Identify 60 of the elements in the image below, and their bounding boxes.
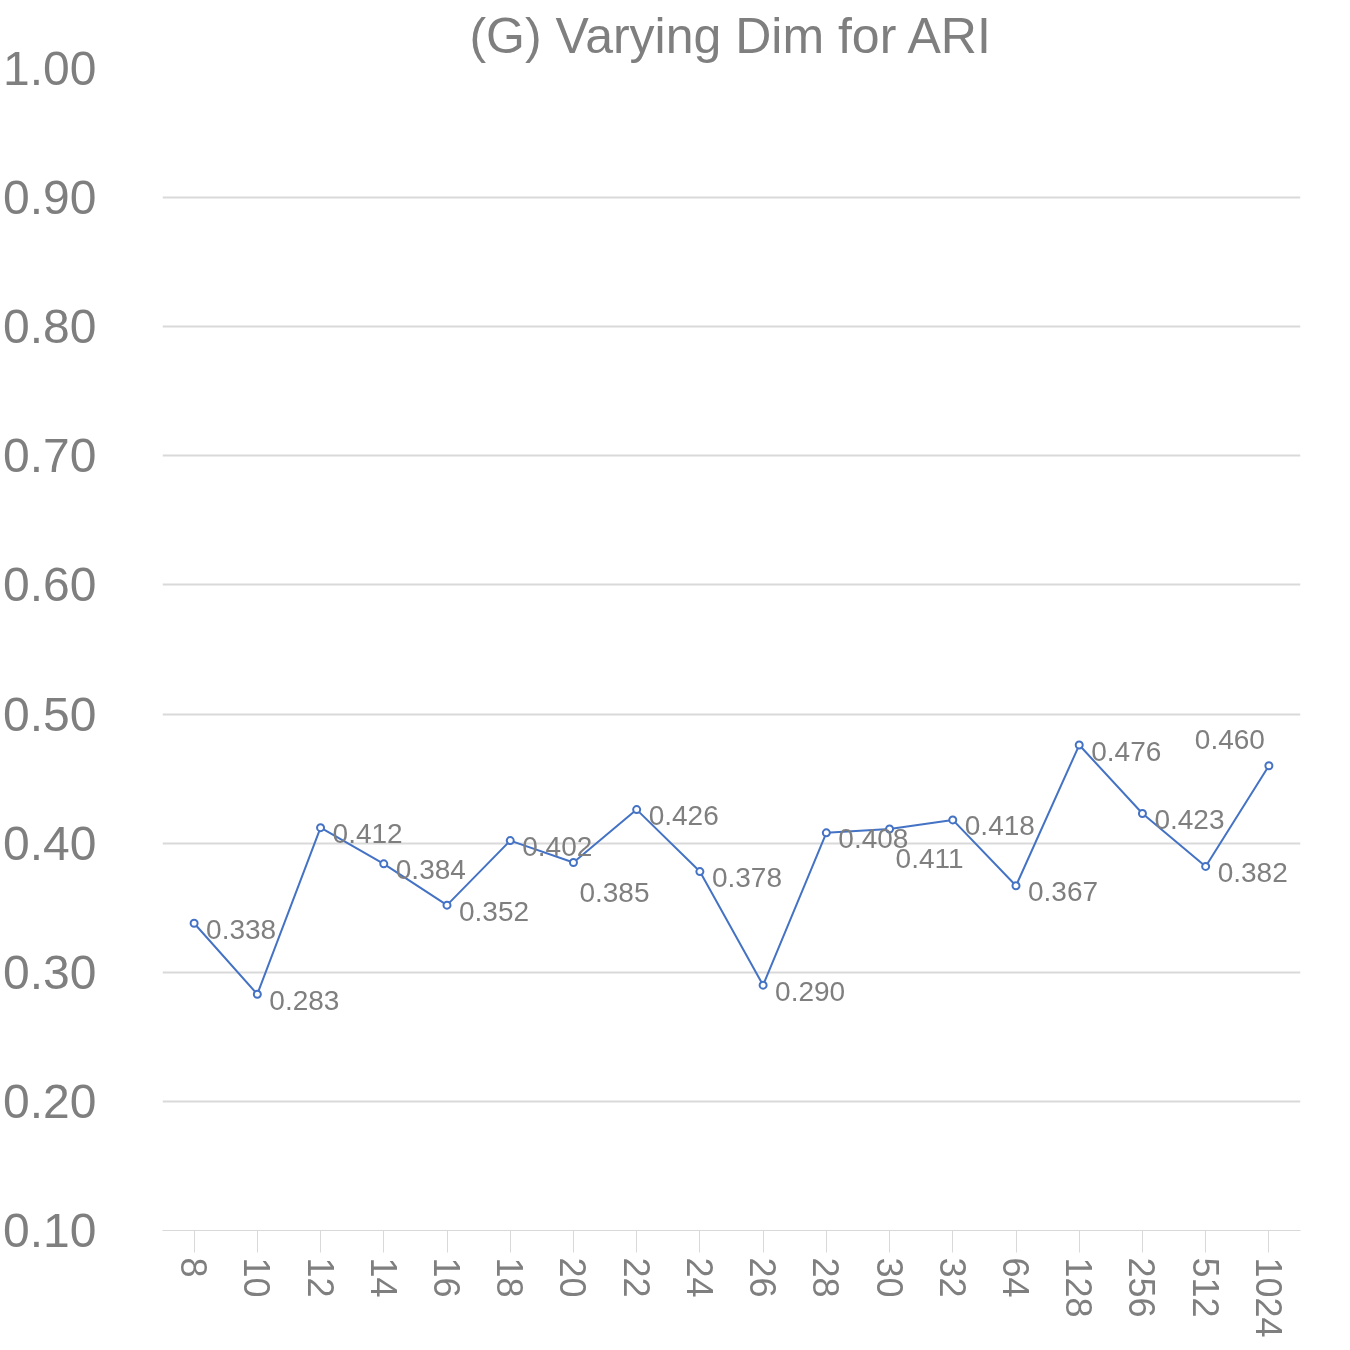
point xyxy=(695,867,705,877)
data-label: 0.338 xyxy=(206,913,277,945)
x-tick-label: 32 xyxy=(931,1257,973,1298)
point xyxy=(1011,881,1021,891)
data-label: 0.460 xyxy=(1194,724,1265,756)
y-tick-label: 1.00 xyxy=(3,42,97,95)
point xyxy=(1201,861,1211,871)
point xyxy=(316,823,326,833)
point xyxy=(948,815,958,825)
x-tick-label: 20 xyxy=(552,1257,594,1298)
point xyxy=(1137,808,1147,818)
x-tick-label: 1024 xyxy=(1247,1257,1289,1338)
data-label: 0.423 xyxy=(1154,803,1225,835)
x-tick-label: 30 xyxy=(868,1257,910,1298)
data-label: 0.378 xyxy=(711,862,782,894)
point xyxy=(758,980,768,990)
y-tick-label: 0.90 xyxy=(3,171,97,225)
y-tick-label: 0.60 xyxy=(3,558,97,612)
x-tick-label: 18 xyxy=(489,1257,531,1298)
data-label: 0.385 xyxy=(579,877,650,909)
chart-title: (G) Varying Dim for ARI xyxy=(469,7,991,64)
x-tick-label: 256 xyxy=(1121,1257,1163,1318)
y-tick-label: 0.30 xyxy=(3,945,97,999)
data-label: 0.476 xyxy=(1091,735,1162,767)
data-label: 0.384 xyxy=(395,854,466,886)
point xyxy=(1264,761,1274,771)
point xyxy=(189,918,199,928)
x-tick-label: 64 xyxy=(995,1257,1036,1298)
point xyxy=(379,859,389,869)
point xyxy=(1074,740,1084,750)
data-label: 0.382 xyxy=(1217,856,1288,888)
data-label: 0.290 xyxy=(775,975,846,1007)
x-tick-label: 26 xyxy=(742,1257,784,1298)
y-tick-label: 0.10 xyxy=(3,1204,97,1257)
y-tick-label: 0.70 xyxy=(3,429,97,483)
point xyxy=(632,805,642,815)
x-tick-label: 14 xyxy=(362,1257,404,1298)
x-tick-label: 16 xyxy=(426,1257,467,1298)
data-label: 0.352 xyxy=(459,895,530,927)
data-label: 0.367 xyxy=(1028,876,1099,908)
point xyxy=(442,900,452,910)
point xyxy=(252,989,262,999)
x-tick-label: 512 xyxy=(1184,1257,1226,1318)
x-tick-label: 128 xyxy=(1058,1257,1100,1318)
x-tick-label: 22 xyxy=(615,1257,657,1298)
point xyxy=(821,828,831,838)
data-label: 0.418 xyxy=(964,810,1035,842)
data-label: 0.283 xyxy=(269,984,340,1016)
x-tick-label: 24 xyxy=(678,1257,720,1298)
data-label: 0.426 xyxy=(648,800,719,832)
x-tick-label: 8 xyxy=(173,1257,215,1278)
data-label: 0.412 xyxy=(332,818,403,850)
y-tick-label: 0.80 xyxy=(3,300,97,354)
y-tick-label: 0.50 xyxy=(3,687,97,741)
point xyxy=(505,836,515,846)
y-tick-label: 0.20 xyxy=(3,1074,97,1128)
y-tick-label: 0.40 xyxy=(3,816,97,870)
x-tick-label: 28 xyxy=(805,1257,847,1298)
x-tick-label: 12 xyxy=(299,1257,341,1298)
x-tick-label: 10 xyxy=(236,1257,278,1298)
